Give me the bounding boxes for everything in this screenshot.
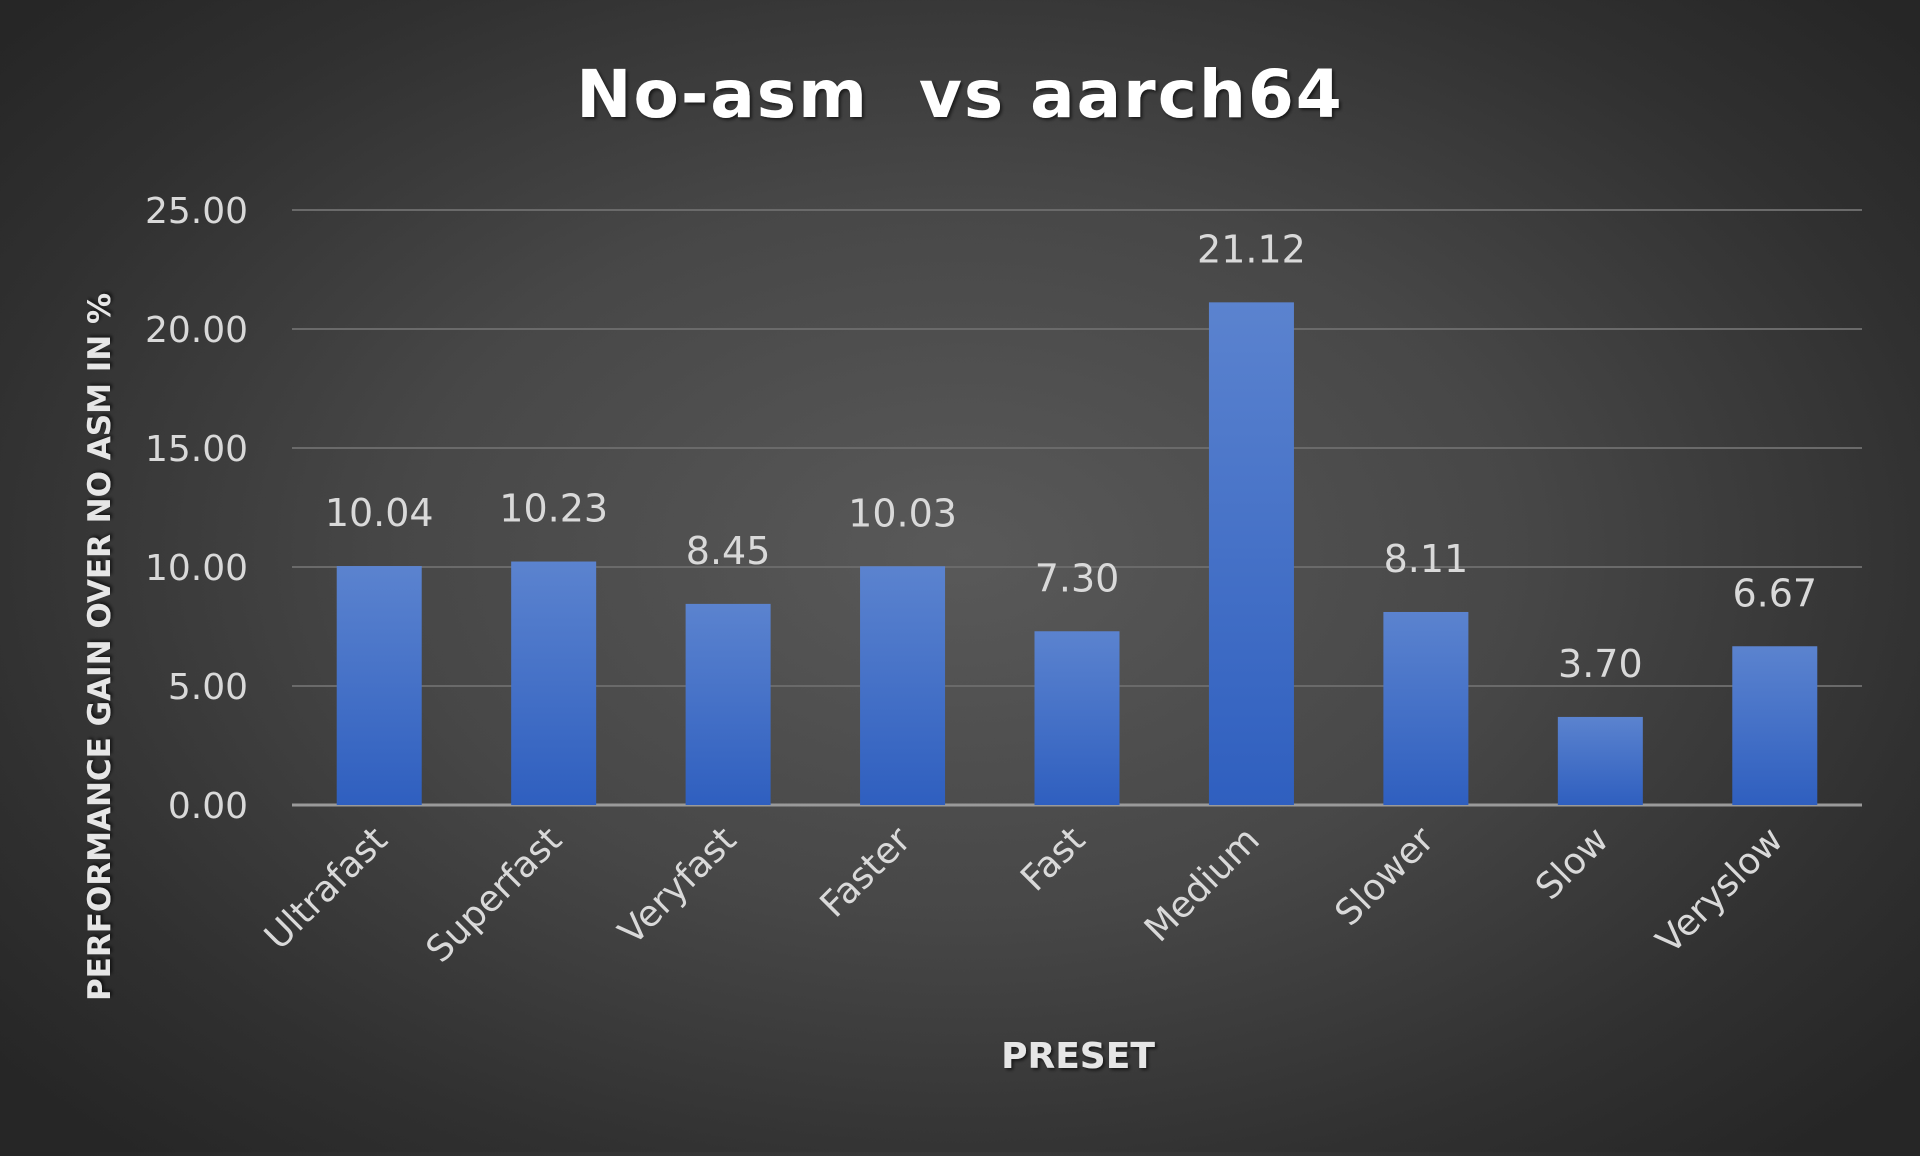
- bar-slow: [1557, 716, 1643, 805]
- x-axis-title: PRESET: [1001, 1036, 1155, 1077]
- data-labels: 10.04 10.23 8.45 10.03 7.30 21.12 8.11 3.70 6.67: [325, 227, 1817, 686]
- bar-veryslow: [1732, 646, 1818, 805]
- bar-superfast: [511, 561, 597, 805]
- x-tick-label: Veryfast: [611, 819, 744, 952]
- x-tick-label: Superfast: [419, 819, 570, 970]
- x-tick-label: Veryslow: [1649, 819, 1791, 961]
- data-label: 8.45: [686, 529, 771, 573]
- y-tick-label: 0.00: [168, 786, 248, 827]
- data-label: 6.67: [1732, 571, 1817, 615]
- data-label: 3.70: [1558, 642, 1643, 686]
- y-axis-title: PERFORMANCE GAIN OVER NO ASM IN %: [82, 293, 118, 1001]
- data-label: 8.11: [1384, 537, 1469, 581]
- y-axis-ticks: 0.00 5.00 10.00 15.00 20.00 25.00: [145, 191, 248, 827]
- x-tick-label: Slower: [1328, 819, 1443, 934]
- x-tick-label: Fast: [1013, 819, 1093, 899]
- bar-medium: [1208, 302, 1294, 805]
- x-tick-label: Faster: [813, 819, 919, 925]
- bar-slower: [1383, 611, 1469, 805]
- data-label: 7.30: [1035, 556, 1120, 600]
- data-label: 10.23: [499, 487, 608, 531]
- bar-veryfast: [685, 603, 771, 805]
- data-label: 10.03: [848, 491, 957, 535]
- x-tick-label: Slow: [1528, 819, 1617, 908]
- x-tick-label: Ultrafast: [257, 819, 396, 958]
- y-tick-label: 20.00: [145, 310, 248, 351]
- y-tick-label: 5.00: [168, 667, 248, 708]
- x-tick-label: Medium: [1137, 819, 1268, 950]
- data-label: 21.12: [1197, 227, 1306, 271]
- chart-title: No-asm vs aarch64: [576, 56, 1343, 133]
- bar-fast: [1034, 631, 1120, 805]
- y-tick-label: 15.00: [145, 429, 248, 470]
- bars: [336, 302, 1818, 805]
- bar-faster: [860, 566, 946, 805]
- x-axis-ticks: Ultrafast Superfast Veryfast Faster Fast Medi…: [257, 819, 1791, 971]
- y-tick-label: 10.00: [145, 548, 248, 589]
- y-tick-label: 25.00: [145, 191, 248, 232]
- data-label: 10.04: [325, 491, 434, 535]
- bar-ultrafast: [336, 566, 422, 805]
